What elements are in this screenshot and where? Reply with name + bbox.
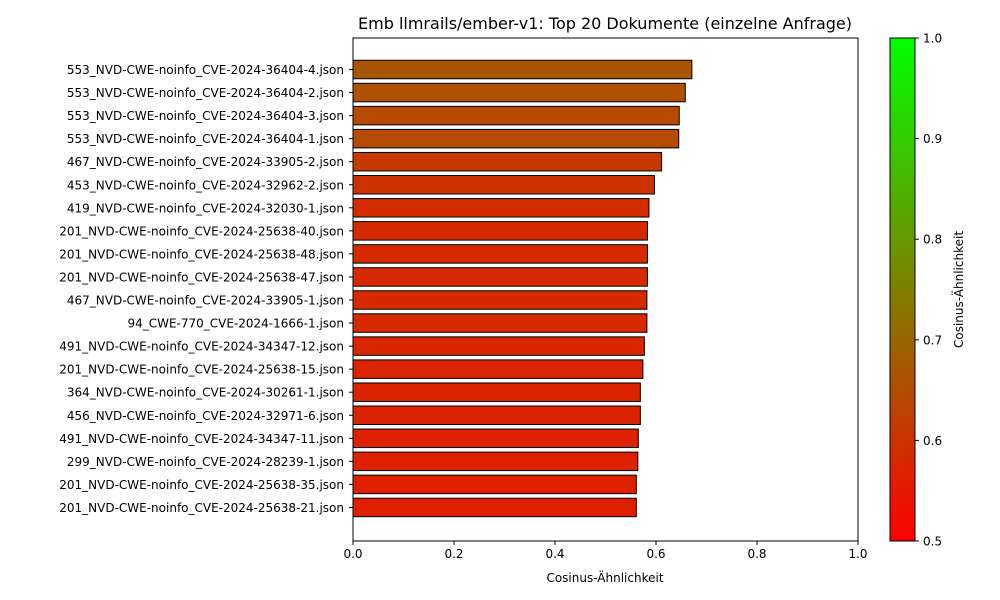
- y-tick-label: 201_NVD-CWE-noinfo_CVE-2024-25638-15.jso…: [59, 363, 344, 377]
- x-tick-label: 0.0: [343, 547, 362, 561]
- chart-title: Emb llmrails/ember-v1: Top 20 Dokumente …: [358, 14, 852, 33]
- bar: [352, 382, 641, 402]
- bars-group: [352, 59, 693, 518]
- bar: [352, 428, 639, 449]
- colorbar-label: Cosinus-Ähnlichkeit: [951, 231, 966, 348]
- colorbar: [889, 37, 916, 542]
- y-tick-label: 467_NVD-CWE-noinfo_CVE-2024-33905-1.json: [67, 294, 344, 308]
- x-axis-label: Cosinus-Ähnlichkeit: [546, 570, 663, 585]
- y-tick-label: 419_NVD-CWE-noinfo_CVE-2024-32030-1.json: [67, 201, 344, 215]
- y-tick-label: 491_NVD-CWE-noinfo_CVE-2024-34347-12.jso…: [59, 340, 344, 354]
- y-tick-label: 453_NVD-CWE-noinfo_CVE-2024-32962-2.json: [67, 178, 344, 192]
- y-tick-label: 94_CWE-770_CVE-2024-1666-1.json: [127, 317, 344, 331]
- x-axis-ticks: 0.0 0.2 0.4 0.6 0.8 1.0: [343, 541, 868, 561]
- bar: [352, 221, 648, 241]
- y-tick-label: 467_NVD-CWE-noinfo_CVE-2024-33905-2.json: [67, 155, 344, 169]
- y-tick-label: 201_NVD-CWE-noinfo_CVE-2024-25638-48.jso…: [59, 247, 344, 261]
- bar: [352, 128, 680, 149]
- x-tick-label: 0.6: [646, 547, 665, 561]
- colorbar-tick-label: 1.0: [923, 32, 942, 46]
- bar: [352, 359, 644, 379]
- colorbar-tick-label: 0.5: [923, 535, 942, 549]
- bar: [352, 82, 686, 103]
- bar: [352, 198, 650, 218]
- y-tick-label: 201_NVD-CWE-noinfo_CVE-2024-25638-35.jso…: [59, 478, 344, 492]
- bar: [352, 175, 655, 195]
- colorbar-tick-label: 0.7: [923, 333, 942, 347]
- x-tick-label: 0.4: [545, 547, 564, 561]
- bar: [352, 497, 637, 518]
- bar: [352, 336, 645, 356]
- bar: [352, 267, 648, 287]
- bar: [352, 244, 648, 264]
- y-tick-label: 364_NVD-CWE-noinfo_CVE-2024-30261-1.json: [67, 386, 344, 400]
- y-tick-label: 201_NVD-CWE-noinfo_CVE-2024-25638-21.jso…: [59, 501, 344, 515]
- y-tick-label: 456_NVD-CWE-noinfo_CVE-2024-32971-6.json: [67, 409, 344, 423]
- plot-frame: [352, 37, 859, 542]
- bar: [352, 313, 648, 333]
- bar: [352, 405, 641, 425]
- bar: [352, 59, 693, 80]
- bar: [352, 474, 637, 495]
- y-tick-label: 553_NVD-CWE-noinfo_CVE-2024-36404-3.json: [67, 109, 344, 123]
- colorbar-tick-label: 0.8: [923, 233, 942, 247]
- y-tick-label: 201_NVD-CWE-noinfo_CVE-2024-25638-40.jso…: [59, 224, 344, 238]
- colorbar-ticks: 0.5 0.6 0.7 0.8 0.9 1.0: [915, 32, 942, 549]
- x-tick-label: 0.2: [444, 547, 463, 561]
- y-tick-label: 491_NVD-CWE-noinfo_CVE-2024-34347-11.jso…: [59, 432, 344, 446]
- x-tick-label: 0.8: [747, 547, 766, 561]
- y-tick-label: 201_NVD-CWE-noinfo_CVE-2024-25638-47.jso…: [59, 270, 344, 284]
- bar: [352, 105, 680, 126]
- y-tick-label: 553_NVD-CWE-noinfo_CVE-2024-36404-1.json: [67, 132, 344, 146]
- x-tick-label: 1.0: [848, 547, 867, 561]
- y-tick-labels: 553_NVD-CWE-noinfo_CVE-2024-36404-4.json…: [59, 63, 353, 515]
- y-tick-label: 299_NVD-CWE-noinfo_CVE-2024-28239-1.json: [67, 455, 344, 469]
- bar: [352, 451, 639, 472]
- bar: [352, 151, 663, 172]
- bar: [352, 290, 648, 310]
- y-tick-label: 553_NVD-CWE-noinfo_CVE-2024-36404-2.json: [67, 86, 344, 100]
- colorbar-tick-label: 0.9: [923, 132, 942, 146]
- y-tick-label: 553_NVD-CWE-noinfo_CVE-2024-36404-4.json: [67, 63, 344, 77]
- colorbar-tick-label: 0.6: [923, 434, 942, 448]
